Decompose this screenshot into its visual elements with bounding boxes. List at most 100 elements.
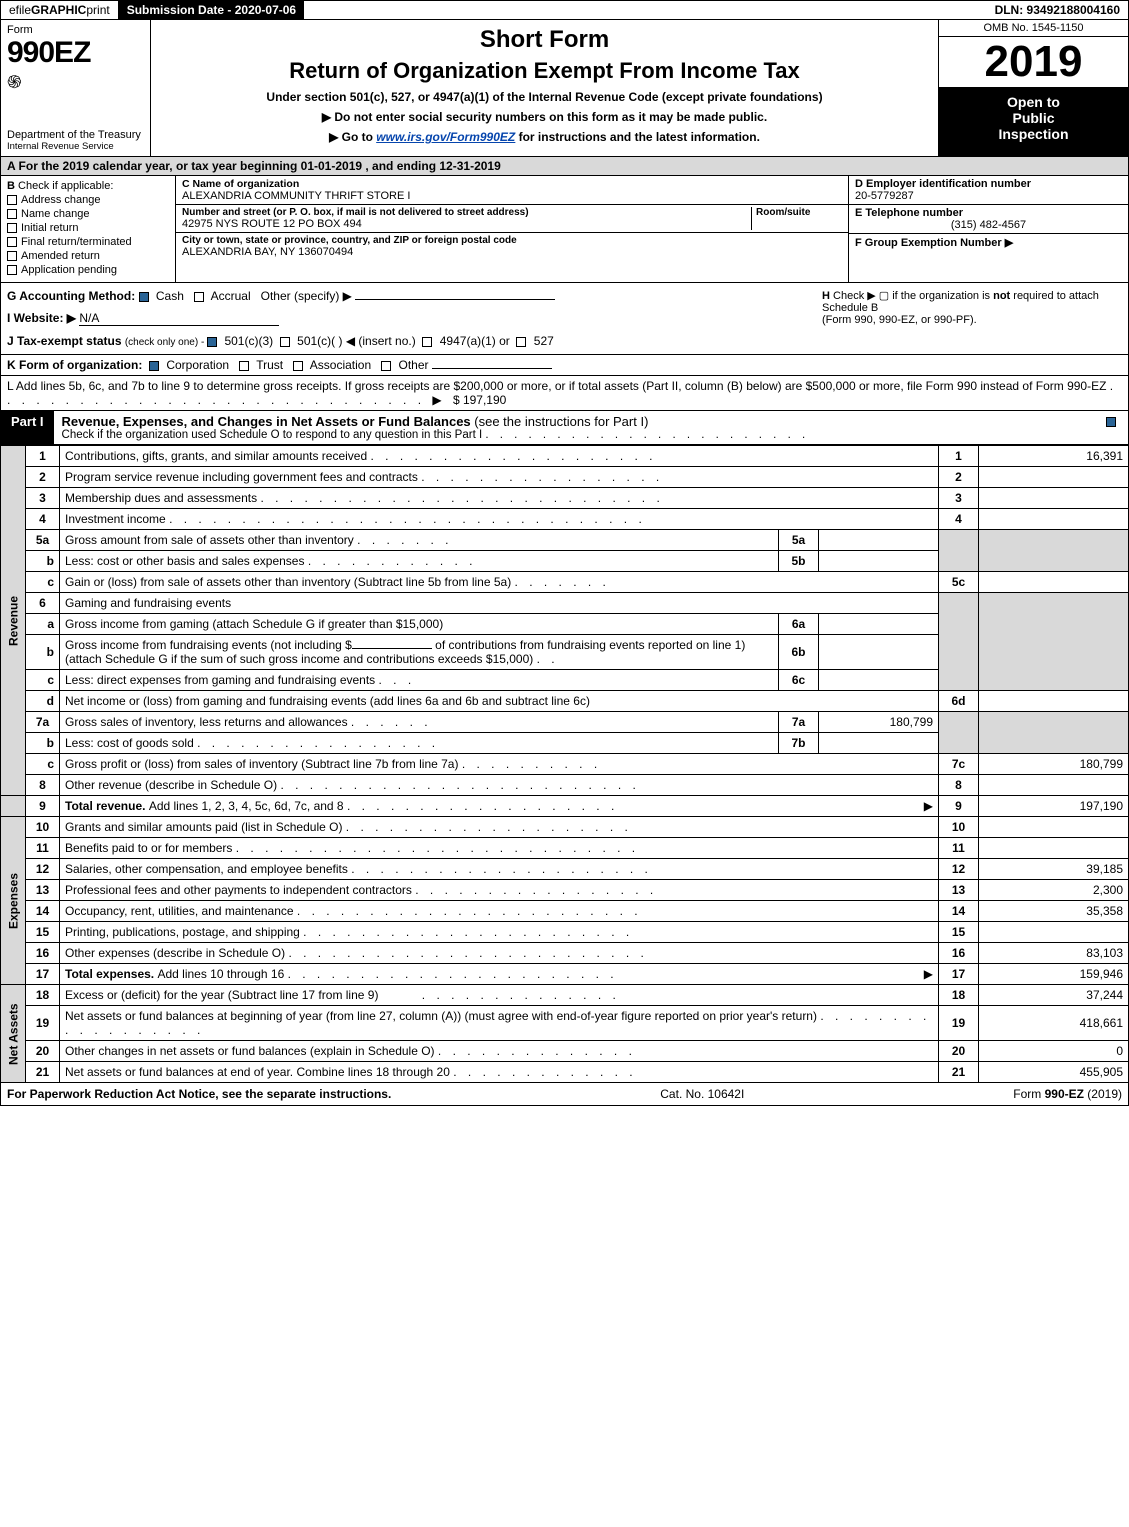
k-trust: Trust [256, 358, 283, 372]
col-num: 14 [939, 901, 979, 922]
col-val [979, 488, 1129, 509]
col-val [979, 691, 1129, 712]
col-num: 3 [939, 488, 979, 509]
col-num: 19 [939, 1006, 979, 1041]
table-row: d Net income or (loss) from gaming and f… [1, 691, 1129, 712]
g-cash: Cash [156, 289, 184, 303]
check-final-return[interactable]: Final return/terminated [7, 236, 169, 248]
table-row: Net Assets 18 Excess or (deficit) for th… [1, 985, 1129, 1006]
ln7c-desc: Gross profit or (loss) from sales of inv… [60, 754, 939, 775]
efile-graphic-print[interactable]: efile GRAPHIC print [1, 1, 119, 19]
inner-val [819, 635, 939, 670]
submission-date-box: Submission Date - 2020-07-06 [119, 1, 304, 19]
ln5a-desc: Gross amount from sale of assets other t… [60, 530, 779, 551]
check-527-icon[interactable] [516, 337, 526, 347]
goto-prefix: ▶ Go to [329, 130, 376, 144]
ln10-desc: Grants and similar amounts paid (list in… [60, 817, 939, 838]
table-row: 11 Benefits paid to or for members . . .… [1, 838, 1129, 859]
col-num-grey [939, 593, 979, 691]
part-i-title-note: (see the instructions for Part I) [474, 414, 648, 429]
ln6b-amount-input[interactable] [352, 648, 432, 649]
row-a-tax-year: A For the 2019 calendar year, or tax yea… [0, 157, 1129, 176]
ln6-desc: Gaming and fundraising events [60, 593, 939, 614]
ln-num: b [26, 733, 60, 754]
ln-num: 16 [26, 943, 60, 964]
table-row: 20 Other changes in net assets or fund b… [1, 1041, 1129, 1062]
ln-num: 18 [26, 985, 60, 1006]
header-left: Form 990EZ ֍ Department of the Treasury … [1, 20, 151, 156]
inner-num: 5a [779, 530, 819, 551]
dln-box: DLN: 93492188004160 [987, 1, 1128, 19]
ln-num: c [26, 754, 60, 775]
check-501c3-icon[interactable] [207, 337, 217, 347]
table-row: Expenses 10 Grants and similar amounts p… [1, 817, 1129, 838]
col-val: 39,185 [979, 859, 1129, 880]
schedule-o-check-icon[interactable] [1106, 417, 1116, 427]
check-amended-return[interactable]: Amended return [7, 250, 169, 262]
h-text1: Check ▶ ▢ if the organization is [833, 290, 993, 302]
ln6b-desc: Gross income from fundraising events (no… [60, 635, 779, 670]
form-number: 990EZ [7, 36, 144, 70]
check-other-icon[interactable] [381, 361, 391, 371]
k-assoc: Association [310, 358, 371, 372]
col-val: 197,190 [979, 796, 1129, 817]
check-501c-icon[interactable] [280, 337, 290, 347]
footer: For Paperwork Reduction Act Notice, see … [0, 1083, 1129, 1106]
goto-link[interactable]: www.irs.gov/Form990EZ [376, 130, 515, 144]
form-header: Form 990EZ ֍ Department of the Treasury … [0, 20, 1129, 157]
table-row: 5a Gross amount from sale of assets othe… [1, 530, 1129, 551]
check-4947-icon[interactable] [422, 337, 432, 347]
table-row: Revenue 1 Contributions, gifts, grants, … [1, 446, 1129, 467]
col-val-grey [979, 530, 1129, 572]
check-corp-icon[interactable] [149, 361, 159, 371]
open-line1: Open to [943, 94, 1124, 110]
ln-num: 1 [26, 446, 60, 467]
col-num: 5c [939, 572, 979, 593]
ln4-desc: Investment income . . . . . . . . . . . … [60, 509, 939, 530]
check-cash-icon[interactable] [139, 292, 149, 302]
check-accrual-icon[interactable] [194, 292, 204, 302]
side-expenses: Expenses [1, 817, 26, 985]
ln20-desc: Other changes in net assets or fund bala… [60, 1041, 939, 1062]
tax-year: 2019 [939, 37, 1128, 88]
inner-num: 5b [779, 551, 819, 572]
row-l: L Add lines 5b, 6c, and 7b to line 9 to … [0, 376, 1129, 411]
k-other-input[interactable] [432, 368, 552, 369]
check-name-change[interactable]: Name change [7, 208, 169, 220]
efile-prefix: efile [9, 3, 31, 17]
table-row: 17 Total expenses. Add lines 10 through … [1, 964, 1129, 985]
ln7a-desc: Gross sales of inventory, less returns a… [60, 712, 779, 733]
col-val [979, 572, 1129, 593]
inner-num: 6a [779, 614, 819, 635]
irs-label: Internal Revenue Service [7, 141, 144, 152]
l-text: L Add lines 5b, 6c, and 7b to line 9 to … [7, 379, 1106, 393]
g-other-input[interactable] [355, 299, 555, 300]
return-title: Return of Organization Exempt From Incom… [161, 58, 928, 84]
col-num: 2 [939, 467, 979, 488]
side-blank [1, 796, 26, 817]
omb-number: OMB No. 1545-1150 [939, 20, 1128, 37]
check-initial-return[interactable]: Initial return [7, 222, 169, 234]
col-num: 20 [939, 1041, 979, 1062]
inner-num: 6c [779, 670, 819, 691]
j-501c: 501(c)( ) ◀ (insert no.) [297, 334, 416, 348]
d-ein-value: 20-5779287 [855, 190, 914, 202]
col-num: 10 [939, 817, 979, 838]
ln-num: 6 [26, 593, 60, 614]
check-trust-icon[interactable] [239, 361, 249, 371]
ln7b-desc: Less: cost of goods sold . . . . . . . .… [60, 733, 779, 754]
col-val: 83,103 [979, 943, 1129, 964]
check-application-pending[interactable]: Application pending [7, 264, 169, 276]
col-num: 18 [939, 985, 979, 1006]
check-address-change[interactable]: Address change [7, 194, 169, 206]
col-val: 37,244 [979, 985, 1129, 1006]
k-other: Other [399, 358, 429, 372]
col-val: 0 [979, 1041, 1129, 1062]
ln16-desc: Other expenses (describe in Schedule O) … [60, 943, 939, 964]
dln-value: DLN: 93492188004160 [995, 3, 1120, 17]
ln-num: 9 [26, 796, 60, 817]
part-i-sub: Check if the organization used Schedule … [62, 429, 483, 441]
h-letter: H [822, 290, 830, 302]
col-num: 9 [939, 796, 979, 817]
check-assoc-icon[interactable] [293, 361, 303, 371]
